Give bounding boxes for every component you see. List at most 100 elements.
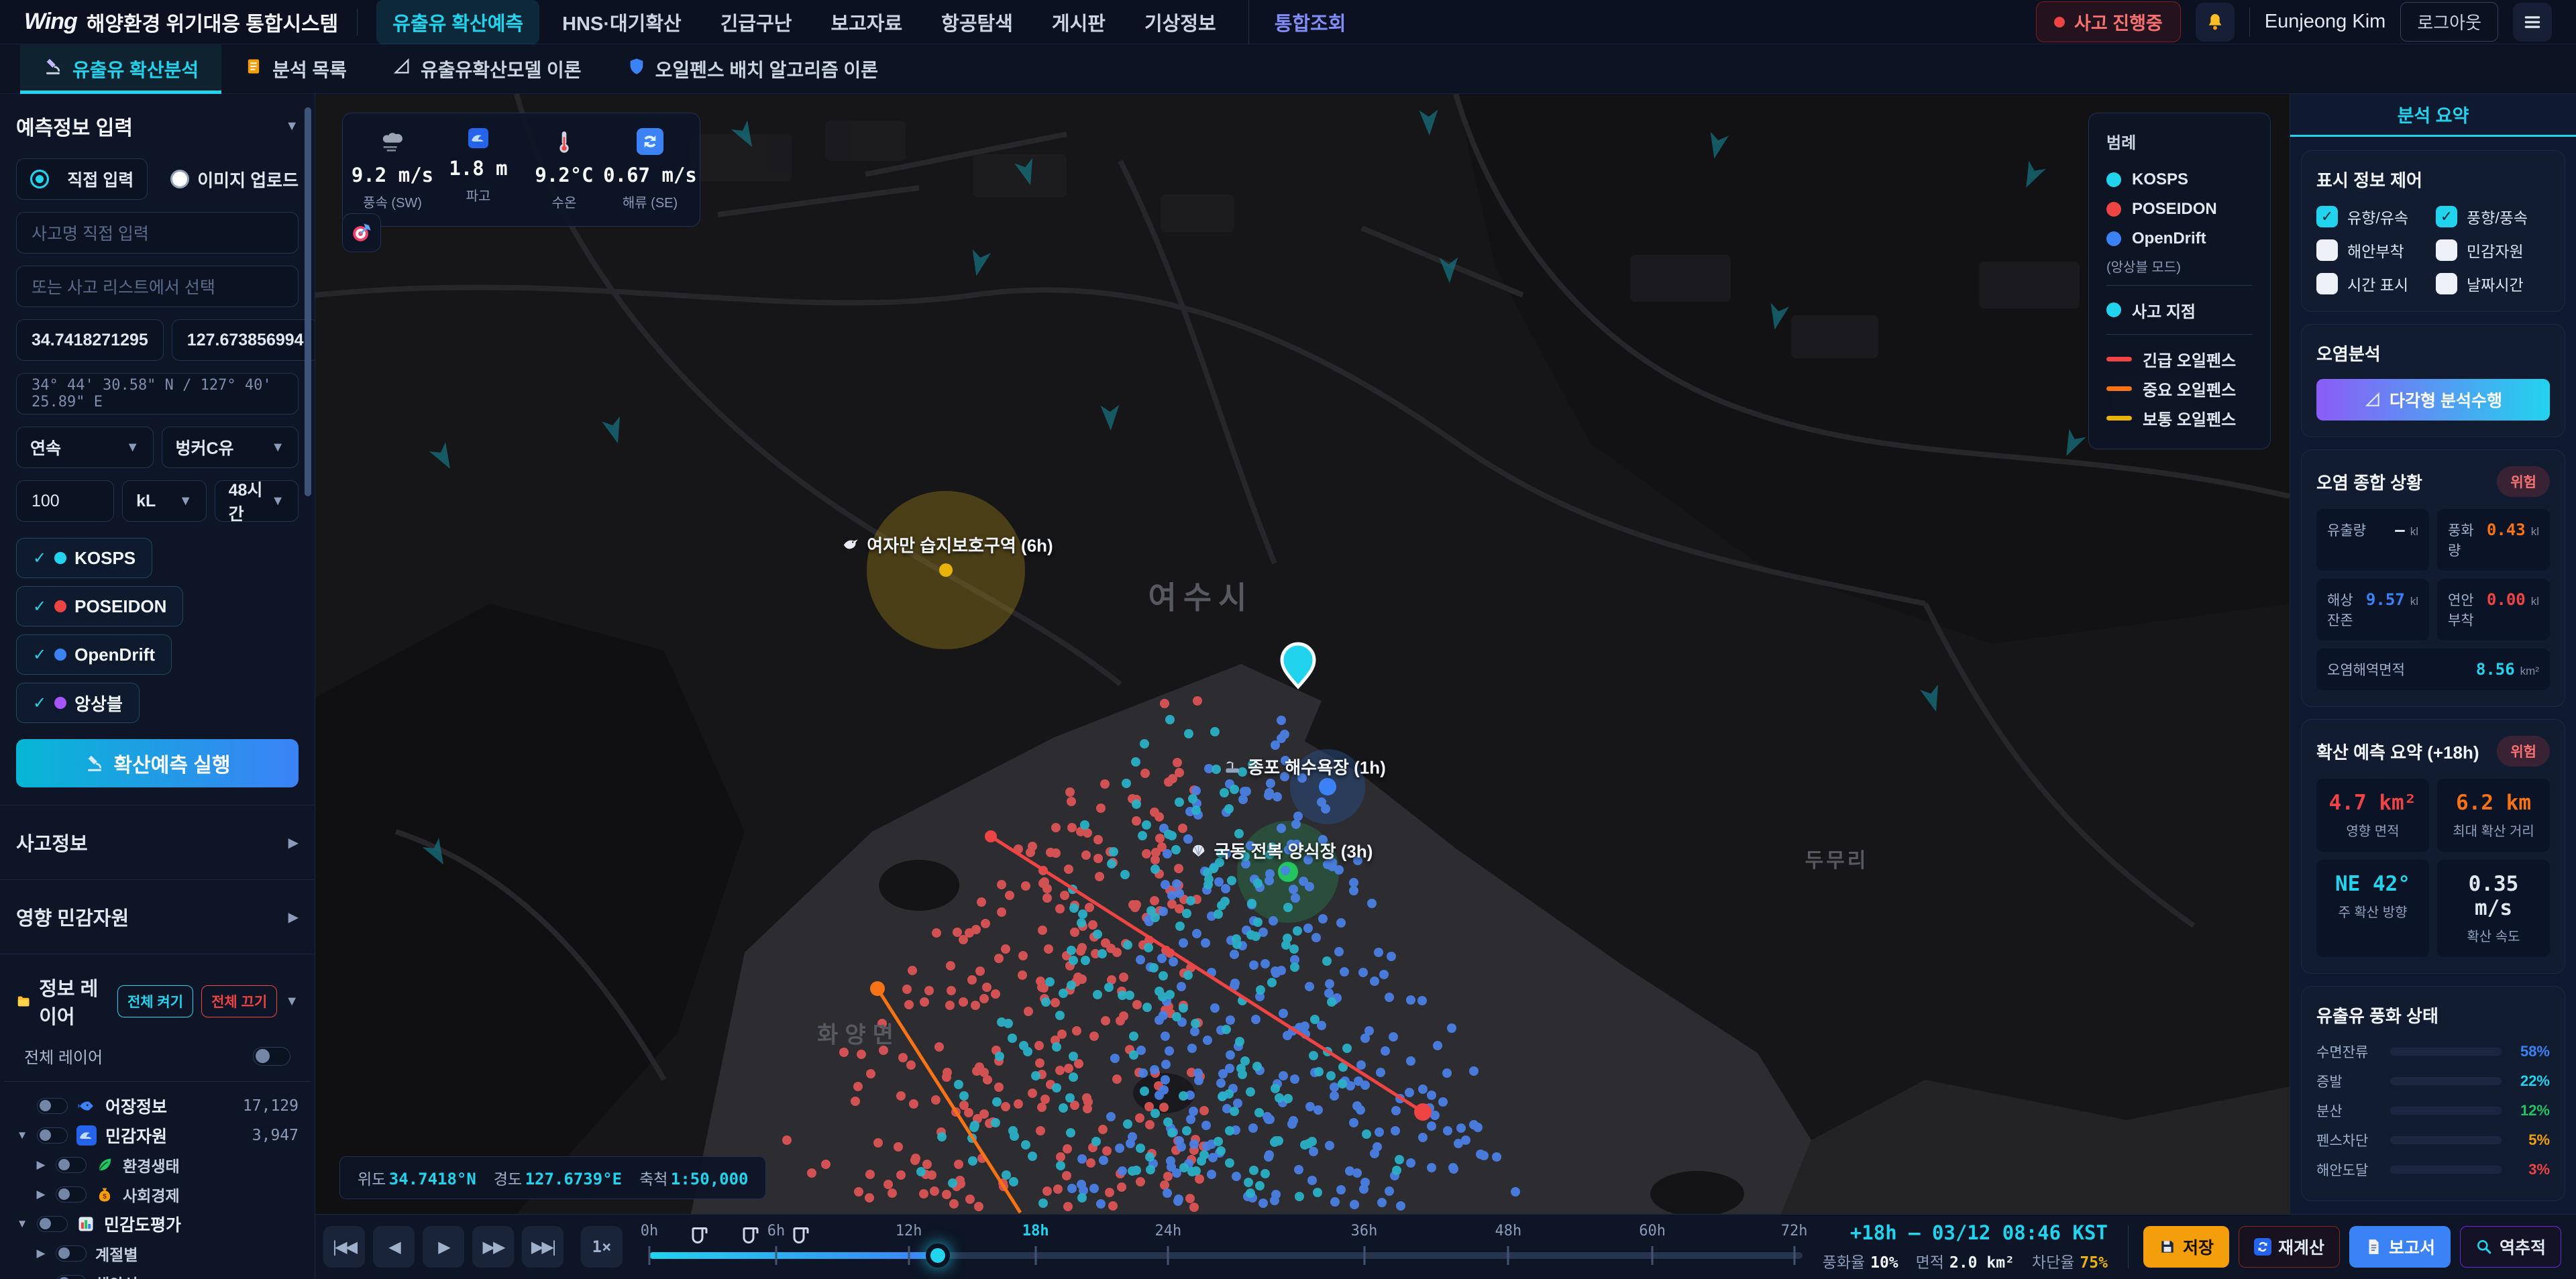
status-unit: kl <box>2410 595 2418 608</box>
microscope-icon <box>87 755 101 771</box>
speed-button[interactable]: 1× <box>581 1226 623 1268</box>
chevron-right-icon[interactable]: ▶ <box>36 1158 46 1171</box>
model-chip-POSEIDON[interactable]: ✓ POSEIDON <box>16 586 184 626</box>
accident-list-select[interactable]: 또는 사고 리스트에서 선택 <box>16 266 299 307</box>
checkbox-날짜시간[interactable]: 날짜시간 <box>2436 272 2550 295</box>
timeline-label-36h: 36h <box>1350 1223 1378 1239</box>
notifications-button[interactable] <box>2195 2 2235 42</box>
nav-item-HNS·대기확산[interactable]: HNS·대기확산 <box>562 13 682 35</box>
nav-item-게시판[interactable]: 게시판 <box>1051 13 1106 35</box>
amount-input[interactable]: 100 <box>16 480 115 522</box>
tab-유출유 확산분석[interactable]: 유출유 확산분석 <box>20 44 222 94</box>
tab-label: 유출유확산모델 이론 <box>420 59 582 80</box>
재계산-button[interactable]: 재계산 <box>2238 1226 2340 1268</box>
model-chip-OpenDrift[interactable]: ✓ OpenDrift <box>16 634 172 675</box>
card-title: 오염 종합 상황 <box>2316 472 2422 493</box>
sidebar-section-사고정보[interactable]: 사고정보 ▶ <box>0 805 315 879</box>
ruler-icon <box>392 57 411 80</box>
latitude-input[interactable]: 34.7418271295 <box>16 319 164 361</box>
site-label-text: 국동 전복 양식장 (3h) <box>1214 841 1373 862</box>
model-chip-KOSPS[interactable]: ✓ KOSPS <box>16 538 153 578</box>
bar-label: 분산 <box>2316 1104 2343 1119</box>
sidebar-scrollbar[interactable] <box>305 107 311 496</box>
chevron-down-icon[interactable]: ▼ <box>16 1217 28 1230</box>
skip-end-button[interactable]: ▶▶| <box>522 1226 564 1268</box>
app-logo: Wing 해양환경 위기대응 통합시스템 <box>24 7 338 37</box>
checkbox-유향/유속[interactable]: ✓ 유향/유속 <box>2316 205 2430 228</box>
보고서-button[interactable]: 보고서 <box>2349 1226 2451 1268</box>
fence-line-icon <box>2106 356 2132 362</box>
timeline-tick <box>1651 1246 1654 1265</box>
polygon-analysis-button[interactable]: 다각형 분석수행 <box>2316 379 2550 421</box>
chart-icon <box>76 1215 95 1233</box>
logout-button[interactable]: 로그아웃 <box>2400 2 2498 42</box>
bar-label: 수면잔류 <box>2316 1045 2369 1060</box>
layer-toggle[interactable] <box>37 1098 68 1114</box>
chevron-down-icon[interactable]: ▼ <box>16 1129 28 1142</box>
skip-start-button[interactable]: |◀◀ <box>323 1226 365 1268</box>
weather-label: 수온 <box>551 196 577 211</box>
longitude-input[interactable]: 127.673856994 <box>171 319 315 361</box>
nav-item-보고자료[interactable]: 보고자료 <box>830 13 903 35</box>
radio-image-upload[interactable]: 이미지 업로드 <box>170 167 299 192</box>
chevron-down-icon[interactable]: ▼ <box>285 993 299 1009</box>
run-prediction-button[interactable]: 확산예측 실행 <box>16 739 299 787</box>
duration-select[interactable]: 48시간 ▼ <box>214 480 299 524</box>
unit-select[interactable]: kL ▼ <box>122 480 207 522</box>
layer-toggle[interactable] <box>56 1186 87 1203</box>
radio-direct-input[interactable]: 직접 입력 <box>16 158 148 200</box>
checkbox-민감자원[interactable]: 민감자원 <box>2436 239 2550 262</box>
layers-all-off-button[interactable]: 전체 끄기 <box>201 985 278 1017</box>
sidebar-section-영향 민감자원[interactable]: 영향 민감자원 ▶ <box>0 879 315 954</box>
bar-percent: 3% <box>2528 1161 2550 1178</box>
menu-button[interactable] <box>2513 2 2552 42</box>
oil-fence-line <box>989 834 1424 1114</box>
layer-toggle[interactable] <box>56 1275 87 1279</box>
tab-분석 목록[interactable]: 분석 목록 <box>221 44 370 93</box>
model-chip-앙상블[interactable]: ✓ 앙상블 <box>16 683 140 723</box>
spill-type-select[interactable]: 연속 ▼ <box>16 427 154 468</box>
oil-type-select[interactable]: 벙커C유 ▼ <box>161 427 299 468</box>
저장-button[interactable]: 저장 <box>2143 1226 2229 1268</box>
layer-toggle[interactable] <box>56 1245 87 1262</box>
nav-item-항공탐색[interactable]: 항공탐색 <box>941 13 1013 35</box>
lon-label: 경도 <box>493 1170 523 1188</box>
checkbox-풍향/풍속[interactable]: ✓ 풍향/풍속 <box>2436 205 2550 228</box>
weather-value: 0.67 m/s <box>603 164 697 186</box>
weathering-bars: 수면잔류 58% 증발 22% 분산 12% 펜스차단 5% 해안도달 3% <box>2316 1037 2550 1184</box>
play-button[interactable]: ▶ <box>423 1226 464 1268</box>
chevron-right-icon[interactable]: ▶ <box>35 1276 47 1279</box>
map-canvas[interactable]: 여수시 화양면 두무리 여자만 습지보호구역 (6h) 종포 해수욕장 (1h)… <box>315 94 2290 1214</box>
layer-row-민감자원: ▼ 민감자원 3,947 <box>16 1121 299 1150</box>
nav-item-통합조회[interactable]: 통합조회 <box>1248 0 1362 44</box>
beach-icon <box>1226 761 1239 773</box>
layer-toggle[interactable] <box>37 1216 68 1232</box>
accident-name-input[interactable]: 사고명 직접 입력 <box>16 212 299 254</box>
timeline-track[interactable] <box>649 1252 1803 1259</box>
checkbox-해안부착[interactable]: 해안부착 <box>2316 239 2430 262</box>
model-name: POSEIDON <box>74 596 167 616</box>
layer-toggle[interactable] <box>37 1127 68 1144</box>
timeline-slider[interactable]: 0h 6h 12h 18h 24h 36h 48h 60h 72h <box>641 1215 1807 1279</box>
target-tool-button[interactable] <box>342 213 381 252</box>
tab-오일펜스 배치 알고리즘 이론[interactable]: 오일펜스 배치 알고리즘 이론 <box>604 44 901 93</box>
step-back-button[interactable]: ◀ <box>373 1226 415 1268</box>
timeline-label-0h: 0h <box>640 1223 659 1239</box>
chevron-right-icon[interactable]: ▶ <box>36 1188 46 1201</box>
nav-item-기상정보[interactable]: 기상정보 <box>1144 13 1216 35</box>
역추적-button[interactable]: 역추적 <box>2459 1226 2561 1268</box>
legend-fence-긴급 오일펜스: 긴급 오일펜스 <box>2106 344 2253 374</box>
layer-toggle[interactable] <box>56 1157 87 1173</box>
master-layer-toggle[interactable] <box>253 1046 290 1066</box>
timeline-playhead[interactable] <box>925 1243 950 1268</box>
layers-all-on-button[interactable]: 전체 켜기 <box>117 985 194 1017</box>
nav-item-긴급구난[interactable]: 긴급구난 <box>720 13 792 35</box>
tab-유출유확산모델 이론[interactable]: 유출유확산모델 이론 <box>370 44 604 93</box>
checkbox-시간 표시[interactable]: 시간 표시 <box>2316 272 2430 295</box>
fast-forward-button[interactable]: ▶▶ <box>472 1226 514 1268</box>
money-icon: $ <box>95 1185 114 1204</box>
chevron-right-icon[interactable]: ▶ <box>36 1247 46 1260</box>
chevron-down-icon[interactable]: ▼ <box>285 118 299 133</box>
nav-item-유출유 확산예측[interactable]: 유출유 확산예측 <box>376 0 540 44</box>
thermometer-icon <box>551 128 578 158</box>
